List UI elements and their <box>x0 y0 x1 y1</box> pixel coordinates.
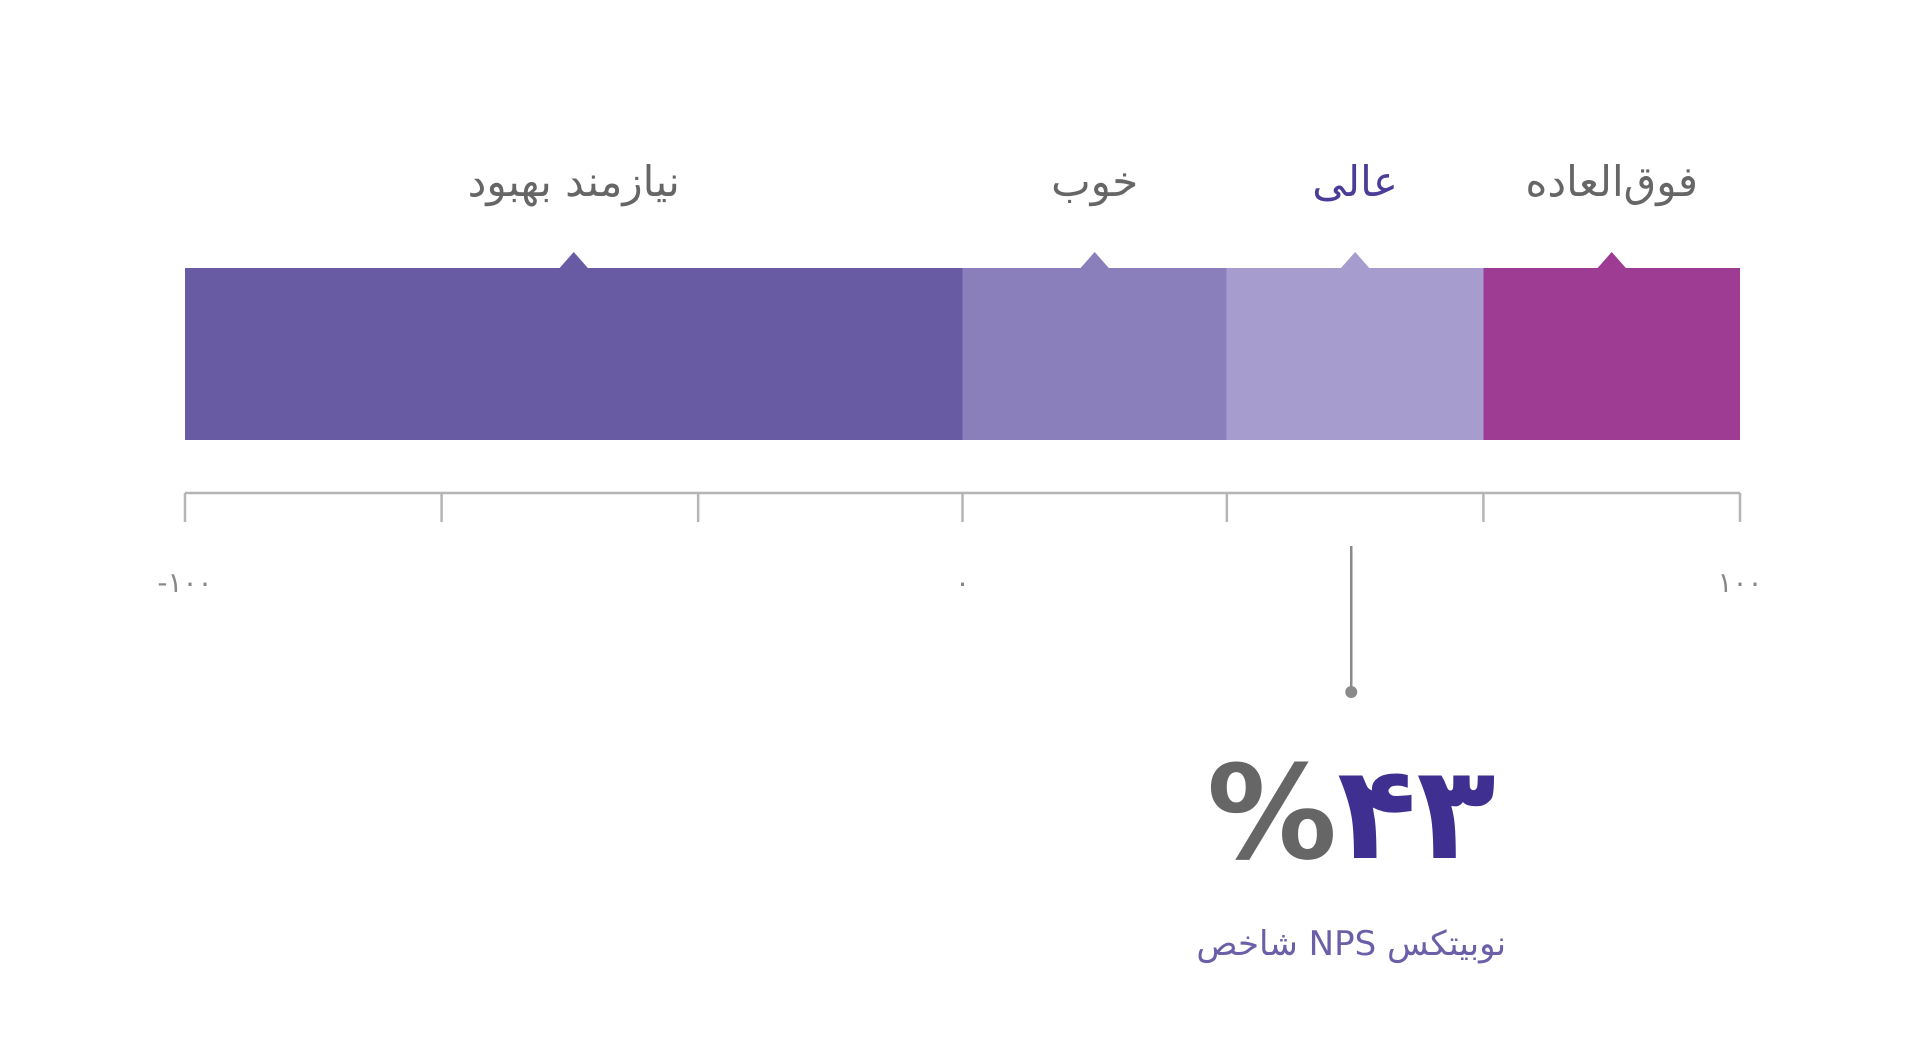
segment-pointer-3 <box>1596 252 1627 269</box>
axis-tick-label-1: ۰ <box>955 566 970 599</box>
segment-pointer-0 <box>558 252 589 269</box>
segment-bar-3 <box>1483 268 1740 440</box>
nps-score-number: ۴۳ <box>1337 737 1496 889</box>
segment-pointers-group <box>558 252 1627 269</box>
segment-bar-0 <box>185 268 963 440</box>
score-marker-group <box>1345 546 1358 698</box>
segment-label-1: خوب <box>1051 157 1138 206</box>
segment-pointer-1 <box>1079 252 1110 269</box>
axis-tick-label-0: -۱۰۰ <box>157 566 212 599</box>
axis-group: -۱۰۰ ۰ ۱۰۰ <box>157 491 1763 599</box>
segments-group <box>185 268 1740 440</box>
segment-pointer-2 <box>1340 252 1371 269</box>
segment-bar-1 <box>962 268 1227 440</box>
axis-tick-label-2: ۱۰۰ <box>1717 566 1762 599</box>
segment-label-3: فوق‌العاده <box>1525 157 1698 206</box>
segment-label-2: عالی <box>1312 157 1398 206</box>
nps-score-percent: % <box>1207 737 1337 889</box>
segment-bar-2 <box>1226 268 1484 440</box>
nps-score-caption: شاخص NPS نوبیتکس <box>1196 924 1506 964</box>
segment-labels-group: نیازمند بهبود خوب عالی فوق‌العاده <box>468 157 1698 207</box>
segment-label-0: نیازمند بهبود <box>468 157 680 207</box>
score-marker-dot <box>1345 686 1358 698</box>
nps-score: %۴۳ <box>1207 737 1496 889</box>
